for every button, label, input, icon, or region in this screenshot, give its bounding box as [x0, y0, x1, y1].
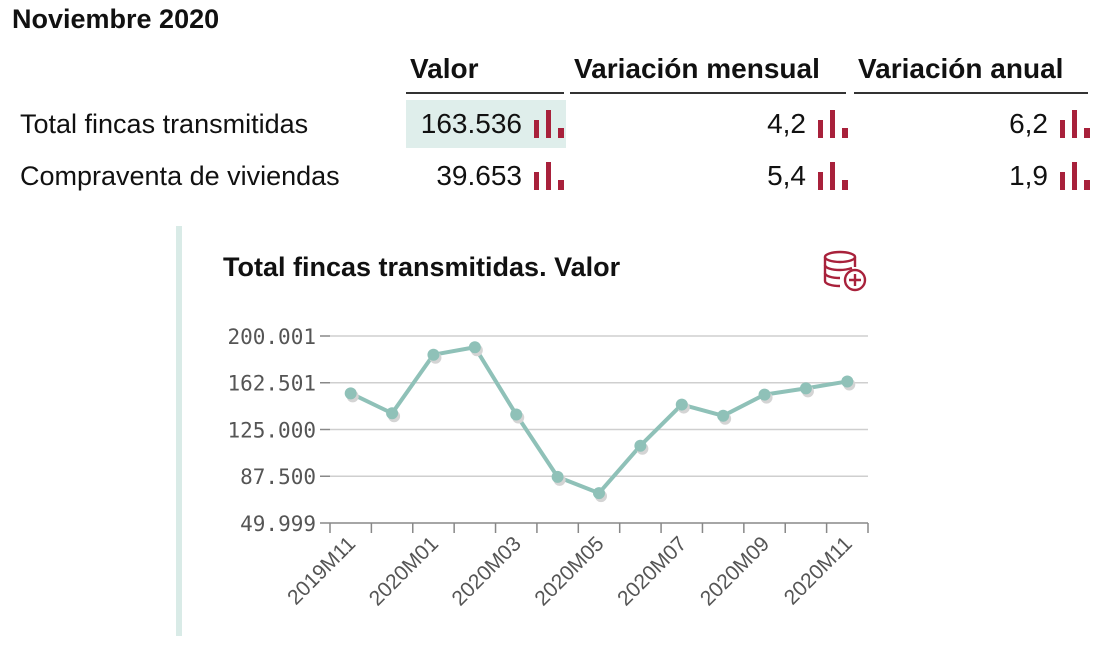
value-text: 1,9: [1009, 160, 1048, 191]
bar-chart-icon[interactable]: [1058, 110, 1092, 138]
column-header-variacion-anual: Variación anual: [854, 52, 1088, 94]
y-tick-label: 200.001: [227, 325, 316, 349]
data-point: [427, 348, 440, 361]
y-tick-label: 162.501: [227, 372, 316, 396]
value-text: 4,2: [767, 108, 806, 139]
database-add-icon[interactable]: [820, 248, 870, 294]
row-label-compraventa-viviendas: Compraventa de viviendas: [20, 161, 340, 191]
y-tick-label: 49.999: [240, 512, 316, 536]
data-point: [717, 409, 730, 422]
cell-compraventa-anual[interactable]: 1,9: [854, 152, 1092, 200]
data-point: [593, 487, 605, 500]
y-tick-label: 87.500: [240, 465, 316, 489]
x-tick-label: 2019M11: [283, 532, 360, 609]
x-tick-label: 2020M01: [365, 532, 443, 610]
y-tick-label: 125.000: [227, 419, 316, 443]
x-tick-label: 2020M05: [530, 532, 608, 610]
data-point: [758, 388, 771, 401]
value-text: 39.653: [436, 160, 522, 191]
value-text: 6,2: [1009, 108, 1048, 139]
cell-compraventa-mensual[interactable]: 5,4: [570, 152, 850, 200]
data-point: [675, 398, 688, 411]
data-point: [344, 387, 357, 400]
chart-title: Total fincas transmitidas. Valor: [223, 252, 621, 282]
cell-total-valor[interactable]: 163.536: [406, 100, 566, 148]
data-point: [551, 470, 564, 483]
x-tick-label: 2020M09: [696, 532, 774, 610]
data-point: [634, 439, 647, 452]
chart-panel: [176, 226, 882, 636]
cell-total-anual[interactable]: 6,2: [854, 100, 1092, 148]
bar-chart-icon[interactable]: [1058, 162, 1092, 190]
row-label-total-fincas: Total fincas transmitidas: [20, 109, 309, 139]
bar-chart-icon[interactable]: [532, 110, 566, 138]
column-header-variacion-mensual: Variación mensual: [570, 52, 846, 94]
bar-chart-icon[interactable]: [816, 110, 850, 138]
data-point: [510, 408, 523, 421]
x-tick-label: 2020M11: [780, 532, 857, 609]
data-point: [799, 382, 812, 395]
period-title: Noviembre 2020: [12, 4, 220, 34]
cell-compraventa-valor[interactable]: 39.653: [406, 152, 566, 200]
data-point: [841, 375, 854, 388]
value-text: 5,4: [767, 160, 806, 191]
data-point: [386, 407, 399, 420]
bar-chart-icon[interactable]: [532, 162, 566, 190]
bar-chart-icon[interactable]: [816, 162, 850, 190]
column-header-valor: Valor: [406, 52, 564, 94]
x-tick-label: 2020M07: [613, 532, 691, 610]
value-text: 163.536: [420, 108, 522, 139]
series-line: [349, 345, 848, 496]
x-tick-label: 2020M03: [448, 532, 526, 610]
cell-total-mensual[interactable]: 4,2: [570, 100, 850, 148]
data-point: [468, 341, 481, 354]
